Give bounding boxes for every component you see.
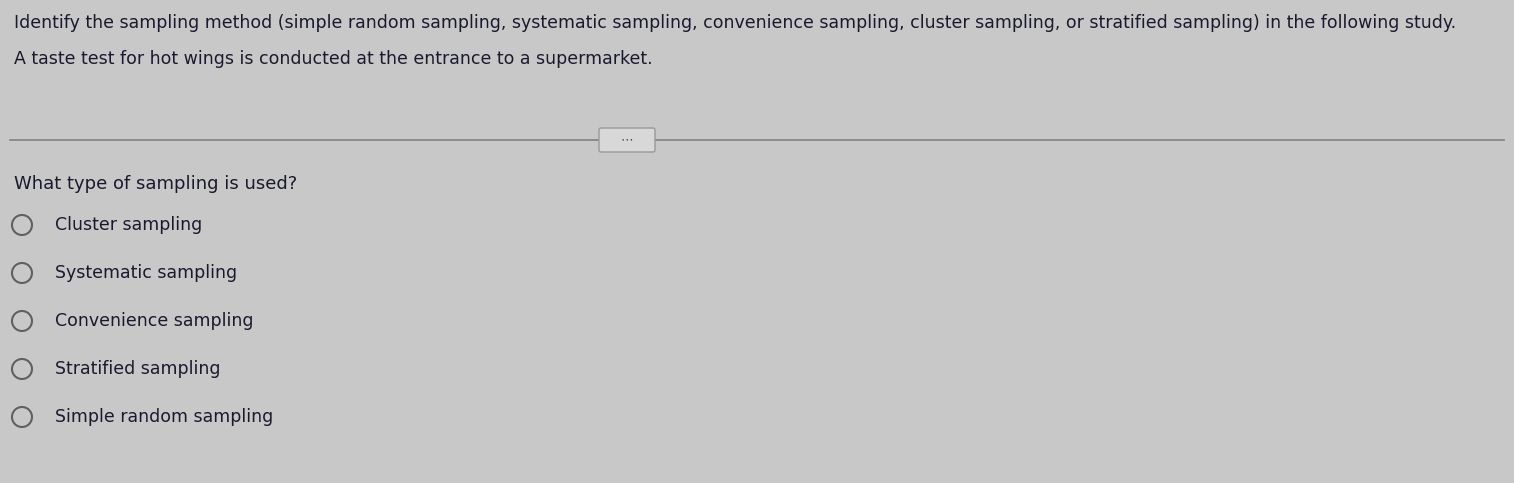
Text: Simple random sampling: Simple random sampling xyxy=(55,408,273,426)
Text: Convenience sampling: Convenience sampling xyxy=(55,312,253,330)
Text: Identify the sampling method (simple random sampling, systematic sampling, conve: Identify the sampling method (simple ran… xyxy=(14,14,1456,32)
Text: A taste test for hot wings is conducted at the entrance to a supermarket.: A taste test for hot wings is conducted … xyxy=(14,50,653,68)
Text: Systematic sampling: Systematic sampling xyxy=(55,264,238,282)
Text: Cluster sampling: Cluster sampling xyxy=(55,216,203,234)
Text: ⋯: ⋯ xyxy=(621,133,633,146)
Text: Stratified sampling: Stratified sampling xyxy=(55,360,221,378)
FancyBboxPatch shape xyxy=(600,128,656,152)
Text: What type of sampling is used?: What type of sampling is used? xyxy=(14,175,297,193)
